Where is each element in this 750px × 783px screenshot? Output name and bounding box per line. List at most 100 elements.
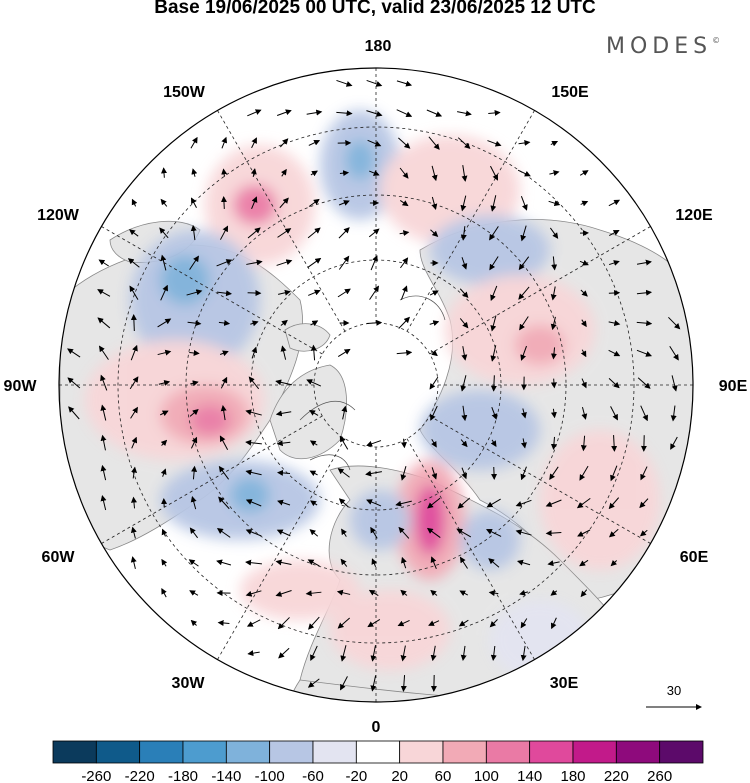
anomaly-blob (233, 185, 277, 225)
wind-vector (216, 290, 232, 297)
wind-vector (431, 196, 438, 210)
wind-vector (191, 168, 198, 177)
wind-vector (580, 435, 587, 452)
wind-vector (336, 79, 353, 87)
wind-vector (580, 289, 588, 297)
wind-vector (400, 589, 408, 596)
wind-vector (400, 285, 408, 300)
wind-vector (515, 529, 532, 536)
wind-vector (100, 464, 107, 481)
anomaly-blob (190, 405, 230, 435)
wind-vector (486, 498, 501, 508)
wind-vector (400, 466, 407, 481)
wind-vector (640, 405, 648, 422)
wind-vector (490, 439, 497, 447)
wind-vector (97, 289, 111, 297)
colorbar-label: 60 (435, 768, 452, 783)
wind-vector (278, 647, 290, 659)
colorbar-swatch (615, 740, 661, 764)
wind-vector (127, 258, 140, 268)
wind-vector (130, 526, 137, 539)
wind-vector (310, 170, 318, 177)
wind-vector (460, 226, 467, 241)
wind-vector (251, 346, 258, 359)
wind-vector (550, 589, 558, 596)
wind-vector (428, 136, 440, 150)
wind-vector (190, 136, 198, 149)
wind-vector (369, 285, 380, 300)
lon-label-60w: 60W (42, 549, 76, 566)
wind-vector (429, 376, 439, 390)
wind-vector (309, 470, 318, 477)
wind-vector (431, 438, 437, 448)
colorbar-swatch (225, 740, 271, 764)
wind-vector (277, 228, 292, 238)
wind-vector (608, 199, 621, 207)
wind-vector (219, 225, 229, 240)
wind-vector (581, 406, 588, 420)
wind-vector (218, 320, 231, 326)
wind-vector (461, 467, 468, 480)
wind-vector (276, 440, 291, 447)
wind-vector (307, 559, 320, 567)
wind-vector (490, 375, 497, 392)
wind-vector (550, 617, 557, 630)
wind-vector (161, 528, 168, 537)
meridian-line (406, 438, 535, 660)
colorbar-swatches (52, 740, 704, 764)
anomaly-blob (420, 390, 540, 470)
wind-vector (579, 259, 589, 266)
wind-vector (337, 348, 351, 357)
wind-vector (396, 349, 413, 356)
wind-vector (189, 590, 199, 596)
wind-vector (430, 556, 437, 569)
wind-vector (520, 345, 527, 361)
wind-vector (549, 466, 559, 481)
wind-vector (579, 559, 589, 567)
wind-vector (190, 495, 197, 510)
wind-vector (520, 225, 527, 242)
colorbar-label: -180 (168, 768, 198, 783)
wind-vector (306, 379, 322, 387)
wind-vector (490, 195, 497, 212)
wind-vector (275, 410, 292, 417)
wind-vector (488, 590, 499, 597)
meridian-line (217, 110, 346, 332)
wind-vector (608, 260, 620, 266)
wind-vector (340, 558, 348, 567)
wind-vector (485, 529, 502, 537)
wind-vector (276, 109, 292, 116)
wind-vector (160, 254, 167, 271)
wind-vector (611, 435, 618, 452)
wind-vector (457, 110, 472, 117)
wind-vector (461, 405, 468, 422)
wind-vector (579, 465, 589, 481)
wind-vector (189, 409, 199, 417)
wind-vector (370, 526, 378, 539)
wind-vector (218, 496, 230, 510)
wind-vector (489, 226, 499, 241)
wind-vector (456, 528, 472, 538)
wind-vector (341, 405, 348, 420)
wind-vector (218, 465, 230, 480)
wind-vector (430, 645, 437, 662)
wind-vector (545, 530, 562, 537)
wind-vector (459, 288, 469, 299)
wind-vector (161, 588, 167, 598)
meridian-line (429, 226, 651, 355)
wind-vector (398, 316, 410, 329)
wind-vector (580, 319, 587, 328)
wind-vector (519, 316, 529, 331)
wind-vector (580, 589, 588, 598)
wind-vector (339, 435, 349, 450)
wind-vectors (67, 79, 681, 692)
wind-vector (307, 257, 322, 268)
wind-vector (430, 349, 438, 357)
wind-vector (245, 439, 262, 446)
colorbar-swatch (182, 740, 227, 764)
colorbar-swatch (399, 740, 444, 764)
wind-vector (488, 558, 500, 568)
wind-vector (459, 318, 469, 329)
wind-vector (608, 497, 620, 510)
wind-vector (159, 227, 169, 239)
